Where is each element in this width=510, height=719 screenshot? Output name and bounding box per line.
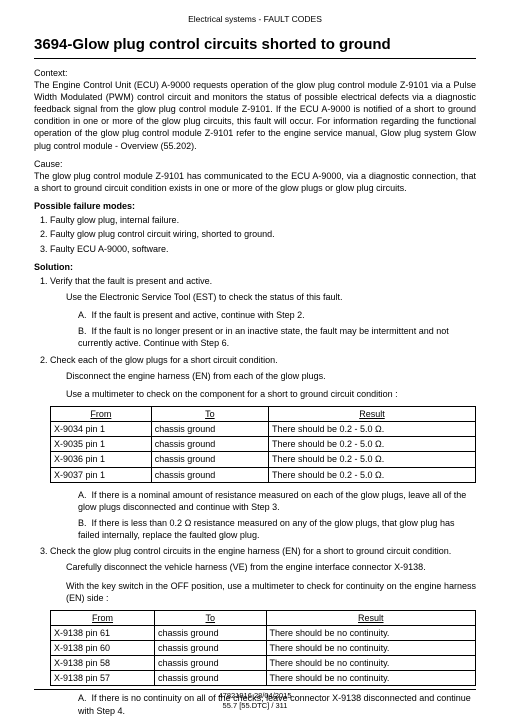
cell: chassis ground <box>155 671 266 686</box>
cell: chassis ground <box>155 625 266 640</box>
table-row: X-9036 pin 1chassis groundThere should b… <box>51 452 476 467</box>
cell: chassis ground <box>151 422 268 437</box>
page-title: 3694-Glow plug control circuits shorted … <box>34 35 476 55</box>
cell: chassis ground <box>155 641 266 656</box>
step-1: Verify that the fault is present and act… <box>50 275 476 350</box>
table-row: X-9138 pin 58chassis groundThere should … <box>51 656 476 671</box>
pfm-item: Faulty ECU A-9000, software. <box>50 243 476 255</box>
table-1-h-to: To <box>151 406 268 421</box>
table-1-h-result: Result <box>268 406 475 421</box>
cell: X-9037 pin 1 <box>51 467 152 482</box>
step-2-sub-a: Disconnect the engine harness (EN) from … <box>66 370 476 382</box>
step-1-B: B. If the fault is no longer present or … <box>78 325 476 349</box>
document-page: Electrical systems - FAULT CODES 3694-Gl… <box>0 0 510 719</box>
step-1-A-text: If the fault is present and active, cont… <box>92 310 305 320</box>
pfm-item: Faulty glow plug, internal failure. <box>50 214 476 226</box>
step-1-sub: Use the Electronic Service Tool (EST) to… <box>66 291 476 303</box>
table-row: X-9138 pin 61chassis groundThere should … <box>51 625 476 640</box>
step-2-B-text: If there is less than 0.2 Ω resistance m… <box>78 518 454 540</box>
table-1-h-from: From <box>51 406 152 421</box>
table-row: X-9034 pin 1chassis groundThere should b… <box>51 422 476 437</box>
context-body: The Engine Control Unit (ECU) A-9000 req… <box>34 79 476 152</box>
cell: There should be 0.2 - 5.0 Ω. <box>268 422 475 437</box>
solution-label: Solution: <box>34 261 476 273</box>
cell: There should be 0.2 - 5.0 Ω. <box>268 437 475 452</box>
cell: chassis ground <box>151 452 268 467</box>
step-2-A-text: If there is a nominal amount of resistan… <box>78 490 466 512</box>
step-2: Check each of the glow plugs for a short… <box>50 354 476 542</box>
table-row: X-9138 pin 60chassis groundThere should … <box>51 641 476 656</box>
cell: X-9138 pin 61 <box>51 625 155 640</box>
step-2-B: B. If there is less than 0.2 Ω resistanc… <box>78 517 476 541</box>
step-3-sub-b: With the key switch in the OFF position,… <box>66 580 476 604</box>
footer-line-2: 55.7 [55.DTC] / 311 <box>34 701 476 711</box>
cell: There should be 0.2 - 5.0 Ω. <box>268 467 475 482</box>
cell: X-9138 pin 58 <box>51 656 155 671</box>
cell: There should be no continuity. <box>266 641 475 656</box>
cell: There should be no continuity. <box>266 671 475 686</box>
cell: X-9035 pin 1 <box>51 437 152 452</box>
step-3-text: Check the glow plug control circuits in … <box>50 546 451 556</box>
table-2: From To Result X-9138 pin 61chassis grou… <box>50 610 476 687</box>
step-2-A: A. If there is a nominal amount of resis… <box>78 489 476 513</box>
step-1-B-text: If the fault is no longer present or in … <box>78 326 449 348</box>
step-2-text: Check each of the glow plugs for a short… <box>50 355 278 365</box>
cell: X-9138 pin 57 <box>51 671 155 686</box>
pfm-item: Faulty glow plug control circuit wiring,… <box>50 228 476 240</box>
cell: X-9138 pin 60 <box>51 641 155 656</box>
context-label: Context: <box>34 67 476 79</box>
table-row: X-9037 pin 1chassis groundThere should b… <box>51 467 476 482</box>
table-row: X-9138 pin 57chassis groundThere should … <box>51 671 476 686</box>
cell: There should be no continuity. <box>266 656 475 671</box>
table-2-h-result: Result <box>266 610 475 625</box>
table-row: X-9035 pin 1chassis groundThere should b… <box>51 437 476 452</box>
cell: X-9036 pin 1 <box>51 452 152 467</box>
running-head: Electrical systems - FAULT CODES <box>34 14 476 25</box>
table-1: From To Result X-9034 pin 1chassis groun… <box>50 406 476 483</box>
cell: chassis ground <box>151 437 268 452</box>
cell: There should be 0.2 - 5.0 Ω. <box>268 452 475 467</box>
step-1-A: A. If the fault is present and active, c… <box>78 309 476 321</box>
cell: X-9034 pin 1 <box>51 422 152 437</box>
page-footer: 47821916 28/04/2015 55.7 [55.DTC] / 311 <box>34 689 476 711</box>
cause-body: The glow plug control module Z-9101 has … <box>34 170 476 194</box>
footer-line-1: 47821916 28/04/2015 <box>34 689 476 701</box>
cell: chassis ground <box>151 467 268 482</box>
step-1-text: Verify that the fault is present and act… <box>50 276 212 286</box>
title-rule <box>34 58 476 59</box>
step-3-sub-a: Carefully disconnect the vehicle harness… <box>66 561 476 573</box>
pfm-label: Possible failure modes: <box>34 200 476 212</box>
table-2-h-from: From <box>51 610 155 625</box>
step-2-sub-b: Use a multimeter to check on the compone… <box>66 388 476 400</box>
table-2-h-to: To <box>155 610 266 625</box>
cause-label: Cause: <box>34 158 476 170</box>
pfm-list: Faulty glow plug, internal failure. Faul… <box>34 214 476 254</box>
cell: There should be no continuity. <box>266 625 475 640</box>
solution-steps: Verify that the fault is present and act… <box>34 275 476 717</box>
cell: chassis ground <box>155 656 266 671</box>
